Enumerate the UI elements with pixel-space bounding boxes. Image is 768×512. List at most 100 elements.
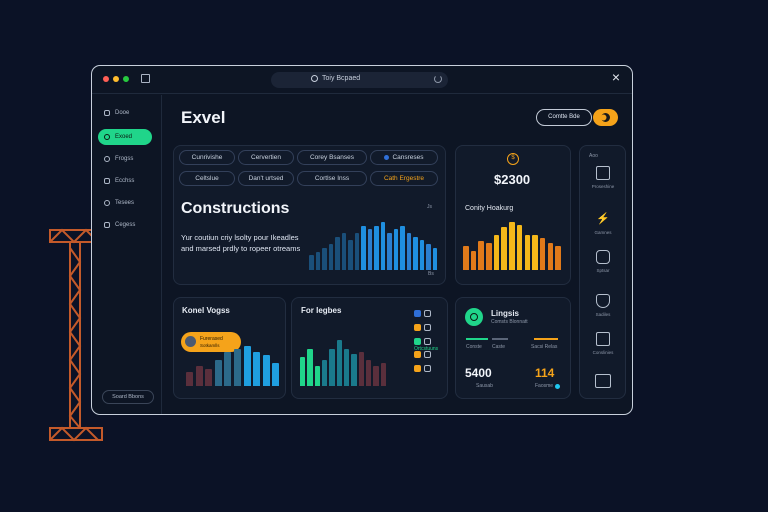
value-right-label: Faosme bbox=[535, 383, 554, 389]
sidebar-toggle-icon[interactable] bbox=[141, 74, 150, 83]
right-panel-item[interactable]: Sadiles bbox=[580, 294, 626, 317]
chart-bar bbox=[358, 351, 364, 386]
theme-toggle-button[interactable] bbox=[593, 109, 618, 126]
value-left: 5400 bbox=[465, 366, 492, 380]
chart-bar bbox=[387, 233, 392, 270]
value-left-label: Sausab bbox=[476, 383, 493, 389]
chart-bar bbox=[419, 240, 425, 270]
sidebar-item-cegess[interactable]: Cegess bbox=[98, 217, 152, 233]
chart-bar bbox=[272, 363, 280, 386]
right-panel-item[interactable]: Conslinies bbox=[580, 332, 626, 355]
line-green bbox=[466, 338, 488, 340]
hero-title: Constructions bbox=[181, 200, 290, 217]
chip[interactable]: Cansreses bbox=[370, 150, 438, 165]
value-right: 114 bbox=[535, 366, 555, 380]
chart-bar bbox=[539, 238, 546, 270]
search-bar[interactable]: Toiy Bcpaed bbox=[271, 72, 448, 88]
sidebar-item-label: Ecchss bbox=[115, 178, 135, 184]
chart-bar bbox=[478, 240, 484, 270]
chip-label: Cansreses bbox=[392, 154, 424, 161]
chip[interactable]: Cath Ergestre bbox=[370, 171, 438, 186]
right-panel-item[interactable]: ⚡ Gamnes bbox=[580, 212, 626, 235]
chart-bar bbox=[373, 365, 379, 386]
search-text: Toiy Bcpaed bbox=[322, 75, 361, 82]
chart-bar bbox=[186, 371, 193, 386]
window-maximize-dot[interactable] bbox=[123, 76, 129, 82]
line-orange bbox=[534, 338, 558, 340]
sidebar-item-tesees[interactable]: Tesees bbox=[98, 195, 152, 211]
right-panel-item-label: Conslinies bbox=[592, 350, 614, 355]
chart-bar bbox=[205, 368, 213, 386]
page-title: Exvel bbox=[181, 108, 226, 127]
close-icon[interactable]: × bbox=[611, 69, 620, 85]
chart-bar bbox=[486, 243, 492, 270]
chart-bar bbox=[354, 233, 360, 270]
chart-bar bbox=[426, 244, 431, 270]
window-minimize-dot[interactable] bbox=[113, 76, 119, 82]
sidebar-item-label: Exoed bbox=[115, 134, 133, 140]
refresh-icon[interactable] bbox=[434, 75, 442, 83]
chip[interactable]: Dan't urtsed bbox=[238, 171, 294, 186]
chat-icon bbox=[104, 222, 110, 228]
hero-card: Cunrivishe Cervertien Corey Bsanses Cans… bbox=[173, 145, 446, 285]
lingsis-icon bbox=[465, 308, 483, 326]
chip[interactable]: Cortlse Inss bbox=[297, 171, 367, 186]
konel-card: Konel Vogss Furerased Sotkamlls bbox=[173, 297, 286, 399]
line-gray bbox=[492, 338, 508, 340]
right-panel-item[interactable]: Proseshine bbox=[580, 166, 626, 189]
for-card: For Iegbes Ortcstuuns bbox=[291, 297, 448, 399]
pill-badge[interactable]: Furerased Sotkamlls bbox=[181, 332, 241, 352]
legend-swatch bbox=[414, 310, 421, 317]
chart-bar bbox=[432, 247, 438, 270]
chart-bar bbox=[328, 244, 334, 270]
right-panel-item-label: Proseshine bbox=[591, 184, 615, 189]
chart-bar bbox=[253, 351, 261, 386]
legend-box bbox=[424, 351, 431, 358]
chart-bar bbox=[262, 354, 270, 386]
create-button[interactable]: Comtte Bde bbox=[536, 109, 592, 126]
chip[interactable]: Celtslue bbox=[179, 171, 235, 186]
check-icon bbox=[470, 313, 478, 321]
sidebar-item-ecchss[interactable]: Ecchss bbox=[98, 173, 152, 189]
folder-icon bbox=[104, 178, 110, 184]
shield-icon bbox=[596, 294, 610, 308]
right-panel-label: Aoo bbox=[589, 153, 598, 159]
document-icon bbox=[596, 166, 610, 180]
legend-swatch bbox=[414, 365, 421, 372]
chart-bar bbox=[307, 348, 313, 386]
hero-body-line2: and marsed prdly to ropeer otreams bbox=[181, 244, 301, 253]
right-panel-item-label: Sadiles bbox=[595, 312, 611, 317]
right-panel-item[interactable] bbox=[580, 374, 626, 388]
chip[interactable]: Cunrivishe bbox=[179, 150, 235, 165]
coin-icon: $ bbox=[507, 153, 519, 165]
box-icon bbox=[596, 250, 610, 264]
lingsis-right-label: Sacsi Relas bbox=[531, 344, 558, 350]
moon-icon bbox=[601, 113, 610, 122]
sidebar-item-exoed[interactable]: Exoed bbox=[98, 129, 152, 145]
bolt-icon: ⚡ bbox=[596, 213, 610, 225]
sidebar-bottom-button[interactable]: Soard Bbons bbox=[102, 390, 154, 404]
legend-label: Ortcstuuns bbox=[414, 346, 439, 352]
chart-bar bbox=[374, 225, 379, 270]
settings-icon bbox=[104, 200, 110, 206]
chart-bar bbox=[234, 348, 241, 386]
sidebar-item-frogss[interactable]: Frogss bbox=[98, 151, 152, 167]
chip[interactable]: Cervertien bbox=[238, 150, 294, 165]
balance-title: Conity Hoakurg bbox=[465, 205, 514, 212]
search-icon bbox=[311, 75, 318, 82]
chart-bar bbox=[547, 243, 554, 270]
legend-swatch bbox=[414, 351, 421, 358]
chart-bar bbox=[509, 222, 515, 270]
right-panel-item[interactable]: Sptsar bbox=[580, 250, 626, 273]
chart-bar bbox=[351, 354, 357, 386]
chip[interactable]: Corey Bsanses bbox=[297, 150, 367, 165]
window-close-dot[interactable] bbox=[103, 76, 109, 82]
hero-body-line1: Yur coutiun criy lsolty pour Ikeadles bbox=[181, 233, 299, 242]
sidebar-item-dooe[interactable]: Dooe bbox=[98, 105, 152, 121]
hero-corner-label: Js bbox=[427, 204, 432, 210]
chart-bar bbox=[366, 360, 372, 386]
lingsis-subtitle: Comsts Blonnatt bbox=[491, 319, 528, 325]
sidebar-item-label: Dooe bbox=[115, 110, 130, 116]
right-panel-item-label: Gamnes bbox=[594, 230, 612, 235]
chart-bar bbox=[555, 246, 561, 270]
